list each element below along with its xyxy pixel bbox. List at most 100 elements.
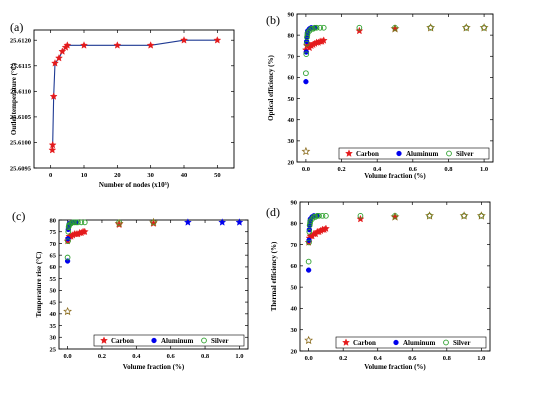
x-axis-title: Volume fraction (%) (364, 363, 426, 371)
data-point (218, 218, 227, 226)
data-point (390, 212, 400, 221)
x-tick-label: 1.0 (480, 166, 488, 173)
data-point (310, 214, 317, 220)
x-axis-title: Volume fraction (%) (364, 172, 426, 180)
data-point (323, 212, 329, 219)
x-tick-label: 0.8 (444, 166, 453, 173)
data-point (319, 212, 326, 219)
y-tick-label: 25 (50, 346, 57, 353)
y-tick-label: 40 (50, 311, 57, 318)
legend: Carbon Aluminum Silver (93, 334, 245, 347)
data-point (303, 79, 309, 85)
data-point (149, 217, 158, 227)
x-tick-label: 20 (114, 172, 121, 179)
legend-label: Silver (453, 339, 471, 347)
y-axis-title: Optical efficiency (%) (267, 54, 275, 120)
data-point (306, 222, 313, 229)
legend-box (338, 147, 490, 160)
data-point (235, 218, 244, 226)
plot-frame (58, 219, 249, 350)
legend-marker (345, 149, 353, 157)
data-point (301, 146, 311, 156)
x-tick-label: 30 (147, 172, 154, 179)
y-tick-label: 65 (50, 252, 57, 259)
y-tick-label: 40 (291, 306, 298, 313)
legend-marker (443, 339, 449, 346)
data-point (65, 238, 71, 244)
data-point (64, 254, 71, 261)
panel-label: (b) (266, 13, 280, 27)
y-axis-title: Thermal efficiency (%) (270, 241, 278, 311)
x-tick-label: 0.6 (409, 166, 418, 173)
y-tick-label: 45 (50, 299, 57, 306)
x-tick-label: 0.6 (167, 353, 176, 360)
x-axis-title: Number of nodes (x10⁵) (99, 181, 170, 189)
data-point (113, 41, 122, 49)
x-tick-label: 0.2 (339, 355, 347, 362)
x-tick-label: 1.0 (235, 353, 243, 360)
data-point (213, 36, 222, 44)
y-tick-label: 55 (50, 276, 57, 283)
legend-label: Aluminum (403, 339, 435, 347)
legend-box (335, 336, 487, 349)
data-point (55, 53, 63, 62)
y-tick-label: 25.6120 (10, 38, 31, 45)
chart-panel: (a) 0 10 20 30 40 50 25.6095 25.6100 25.6105 25.61… (10, 20, 235, 189)
x-tick-label: 0.0 (305, 355, 313, 362)
chart-panel: (b) 0.0 0.2 0.4 0.6 0.8 1.0 20 30 40 50 60 70 80 90 Vol… (266, 11, 494, 180)
data-point (75, 219, 81, 226)
plot-frame (296, 13, 494, 163)
data-point (306, 239, 312, 246)
data-point (304, 335, 314, 345)
y-tick-label: 25.6115 (10, 63, 32, 70)
data-point (81, 219, 88, 226)
data-point (49, 92, 58, 100)
data-point (321, 224, 330, 232)
data-point (305, 267, 312, 273)
data-point (63, 306, 72, 316)
data-point (320, 24, 327, 31)
data-point (426, 23, 436, 32)
x-axis-title: Volume fraction (%) (123, 363, 185, 371)
data-point (114, 218, 124, 228)
data-point (357, 212, 364, 219)
y-tick-label: 90 (288, 11, 295, 18)
x-tick-label: 0.2 (98, 353, 106, 360)
plot-frame (299, 201, 491, 352)
legend-box (93, 334, 245, 347)
y-tick-label: 25.6110 (10, 89, 31, 96)
data-point (390, 24, 400, 33)
x-tick-label: 0.4 (373, 166, 382, 173)
y-axis-title: Temperature rise (°C) (35, 251, 43, 317)
y-tick-label: 90 (291, 199, 298, 206)
y-tick-label: 60 (50, 264, 57, 271)
legend-label: Carbon (356, 150, 379, 158)
legend-label: Carbon (353, 339, 376, 347)
y-tick-label: 60 (291, 263, 298, 270)
legend-label: Carbon (111, 337, 134, 345)
x-tick-label: 0.2 (337, 166, 345, 173)
data-point (313, 24, 320, 31)
y-tick-label: 70 (288, 54, 295, 61)
y-tick-label: 70 (50, 241, 57, 248)
y-tick-label: 25.6105 (10, 114, 32, 121)
data-point (58, 47, 67, 55)
data-point (356, 24, 363, 31)
y-tick-label: 70 (291, 242, 298, 249)
data-point (78, 219, 85, 226)
legend-marker (396, 150, 402, 157)
y-tick-label: 80 (291, 221, 298, 228)
data-point (316, 212, 322, 219)
data-point (304, 34, 310, 41)
y-tick-label: 25.6100 (10, 140, 31, 147)
legend-marker (342, 338, 350, 346)
data-point (80, 227, 89, 236)
data-point (63, 41, 72, 49)
data-point (71, 219, 78, 226)
legend-marker (100, 336, 108, 344)
data-point (459, 211, 469, 220)
data-point (303, 51, 310, 58)
x-tick-label: 0.4 (132, 353, 141, 360)
x-tick-label: 10 (81, 172, 88, 179)
